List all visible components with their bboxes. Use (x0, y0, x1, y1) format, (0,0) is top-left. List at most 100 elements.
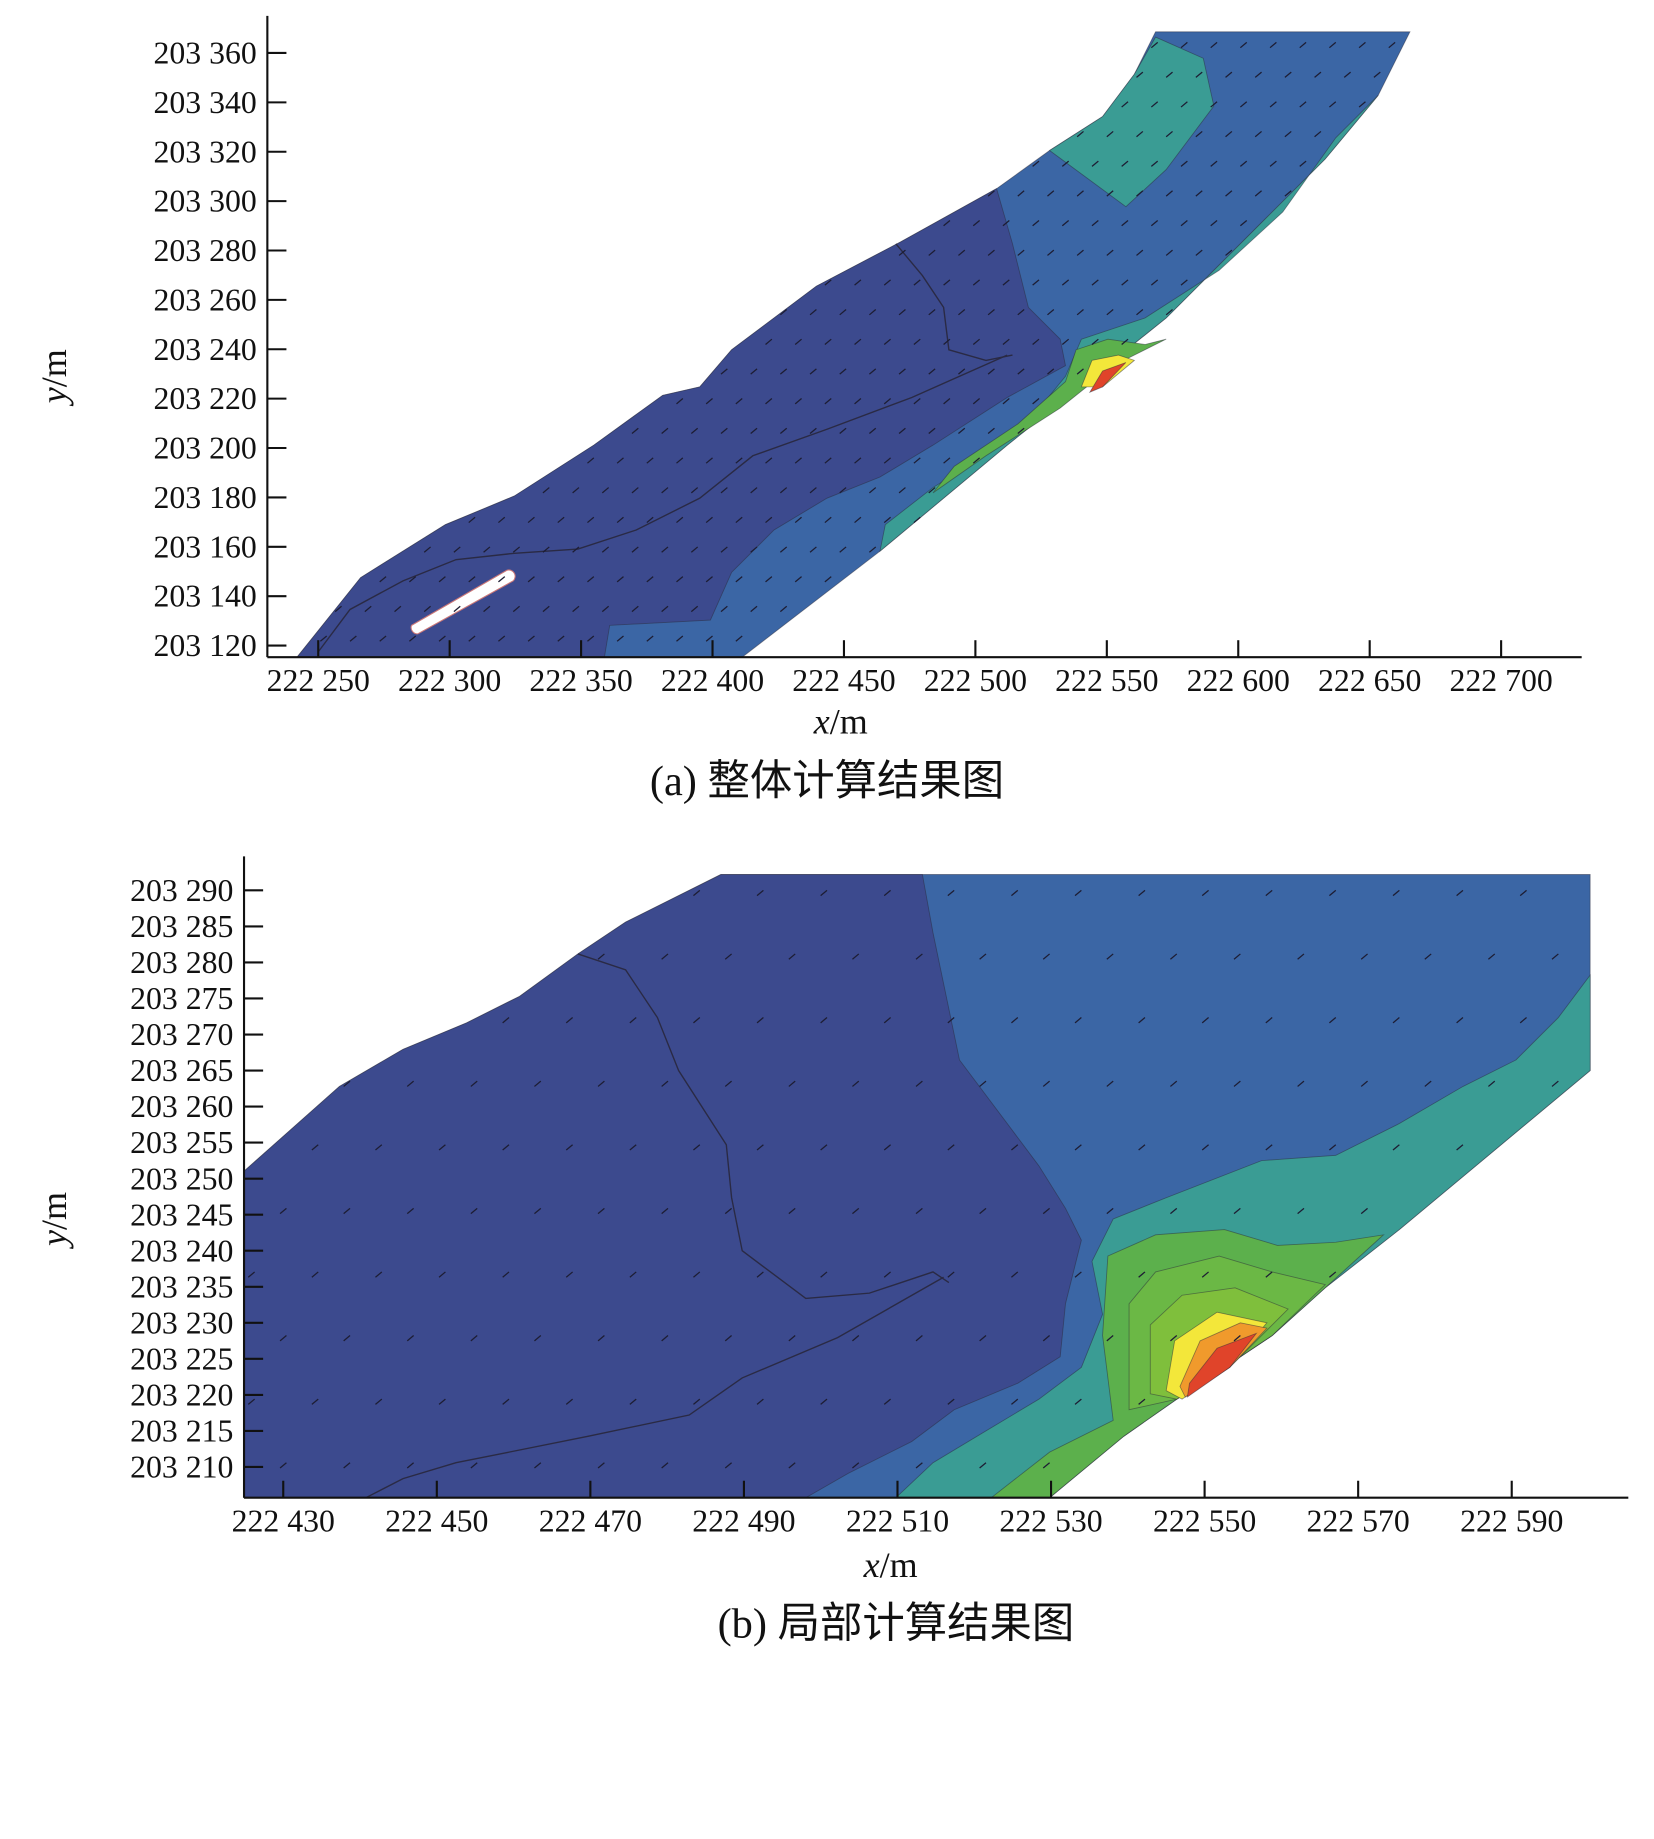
velocity-arrow (311, 1144, 319, 1151)
velocity-arrow (438, 1144, 446, 1151)
y-tick-label: 203 240 (153, 332, 256, 367)
velocity-arrow (779, 605, 788, 613)
velocity-arrow (406, 1207, 415, 1215)
velocity-arrow (616, 635, 624, 642)
velocity-arrow (1138, 1271, 1146, 1278)
velocity-arrow (913, 516, 921, 524)
velocity-arrow (1195, 71, 1203, 78)
velocity-arrow (958, 368, 966, 375)
velocity-arrow (1011, 889, 1019, 897)
velocity-arrow (1002, 219, 1010, 227)
island (410, 569, 516, 635)
velocity-arrow (502, 1144, 510, 1151)
velocity-arrow (646, 635, 654, 642)
velocity-arrow (1061, 338, 1070, 345)
velocity-arrow (661, 953, 669, 960)
velocity-arrow (898, 368, 906, 375)
velocity-arrow (794, 576, 802, 583)
velocity-arrow (557, 516, 565, 524)
velocity-arrow (756, 1017, 764, 1024)
velocity-arrow (809, 368, 817, 375)
velocity-arrow (597, 1207, 605, 1215)
velocity-arrow (724, 1080, 733, 1087)
velocity-arrow (1170, 953, 1178, 960)
velocity-arrow (597, 1335, 605, 1342)
velocity-arrow (534, 1462, 542, 1469)
x-tick-label: 222 490 (692, 1504, 795, 1539)
y-tick-label: 203 120 (153, 628, 256, 663)
y-tick-label: 203 360 (153, 36, 256, 71)
velocity-arrow (557, 635, 565, 642)
velocity-arrow (565, 1271, 574, 1278)
velocity-arrow (1074, 889, 1082, 897)
velocity-arrow (542, 546, 550, 553)
velocity-arrow (1487, 953, 1496, 960)
velocity-arrow (1047, 368, 1055, 375)
velocity-arrow (1358, 41, 1366, 49)
velocity-arrow (1091, 279, 1099, 286)
velocity-arrow (1239, 219, 1248, 227)
velocity-arrow (788, 1335, 796, 1342)
contour-line (365, 1276, 944, 1499)
y-tick-label: 203 275 (130, 981, 233, 1016)
velocity-arrow (1106, 130, 1114, 138)
velocity-arrow (1225, 190, 1233, 197)
velocity-arrow (1233, 1335, 1241, 1342)
velocity-arrow (724, 953, 733, 960)
velocity-arrow (1106, 309, 1114, 316)
velocity-arrow (279, 1335, 287, 1342)
panel-a-caption: (a) 整体计算结果图 (650, 758, 1004, 805)
velocity-arrow (883, 516, 892, 524)
velocity-arrow (601, 487, 610, 494)
x-tick-label: 222 450 (385, 1504, 488, 1539)
velocity-arrow (616, 576, 624, 583)
velocity-arrow (1180, 101, 1188, 108)
velocity-arrow (947, 889, 955, 897)
velocity-arrow (943, 279, 951, 286)
velocity-arrow (629, 1271, 637, 1278)
velocity-arrow (676, 576, 684, 583)
velocity-arrow (898, 487, 906, 494)
velocity-arrow (470, 1335, 478, 1342)
velocity-arrow (1042, 1335, 1050, 1342)
velocity-arrow (676, 457, 684, 464)
velocity-arrow (958, 309, 966, 316)
velocity-arrow (379, 635, 387, 642)
velocity-arrow (1074, 1144, 1082, 1151)
contour-line (895, 243, 1013, 362)
velocity-arrow (1170, 1080, 1178, 1087)
velocity-arrow (756, 1398, 764, 1405)
velocity-arrow (1299, 101, 1307, 108)
velocity-arrow (572, 605, 580, 613)
velocity-arrow (502, 1271, 510, 1278)
velocity-arrow (750, 368, 758, 375)
y-tick-label: 203 270 (130, 1017, 233, 1052)
velocity-arrow (852, 953, 860, 960)
velocity-arrow (928, 487, 936, 494)
velocity-arrow (1121, 219, 1129, 227)
velocity-arrow (809, 546, 817, 553)
panel-b-contour-fills (243, 874, 1591, 1499)
velocity-arrow (1195, 130, 1203, 138)
x-tick-label: 222 430 (232, 1504, 335, 1539)
velocity-arrow (915, 1462, 923, 1469)
velocity-arrow (820, 889, 828, 897)
velocity-arrow (1265, 889, 1273, 897)
y-tick-label: 203 140 (153, 579, 256, 614)
velocity-arrow (423, 605, 431, 613)
velocity-arrow (947, 1017, 955, 1024)
velocity-arrow (527, 516, 535, 524)
velocity-arrow (1150, 101, 1159, 108)
panel-b-y-label: y/m (34, 1192, 74, 1249)
velocity-arrow (1170, 1335, 1178, 1342)
velocity-arrow (690, 605, 699, 613)
velocity-arrow (1456, 1144, 1464, 1151)
velocity-arrow (809, 309, 817, 316)
y-tick-label: 203 280 (130, 945, 233, 980)
velocity-arrow (779, 546, 788, 553)
velocity-arrow (572, 546, 580, 553)
velocity-arrow (1329, 41, 1337, 49)
velocity-arrow (690, 546, 699, 553)
velocity-arrow (987, 309, 995, 316)
velocity-arrow (824, 279, 832, 286)
